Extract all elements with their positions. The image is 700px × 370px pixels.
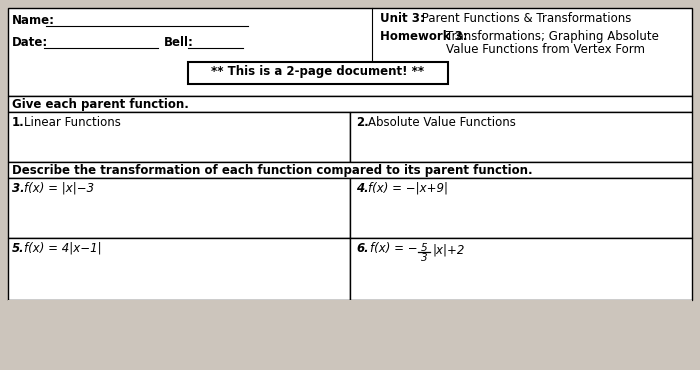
Text: 4.: 4. (356, 182, 369, 195)
Bar (8, 300, 692, 362)
Text: Parent Functions & Transformations: Parent Functions & Transformations (418, 12, 631, 25)
Bar (188, 62, 448, 84)
Bar (350, 178, 692, 238)
Text: Value Functions from Vertex Form: Value Functions from Vertex Form (446, 43, 645, 56)
Bar (8, 8, 692, 96)
Bar (8, 162, 692, 178)
Bar (8, 112, 350, 162)
Text: 3: 3 (421, 253, 427, 263)
Text: |x|+2: |x|+2 (433, 244, 466, 257)
Text: f(x) = |x|−3: f(x) = |x|−3 (24, 182, 94, 195)
Text: Give each parent function.: Give each parent function. (12, 98, 189, 111)
Bar (350, 238, 692, 300)
Text: 5.: 5. (12, 242, 24, 255)
Text: Date:: Date: (12, 36, 48, 49)
Text: Transformations; Graphing Absolute: Transformations; Graphing Absolute (446, 30, 659, 43)
Text: 3.: 3. (12, 182, 24, 195)
Text: Homework 3:: Homework 3: (380, 30, 468, 43)
Bar (8, 96, 692, 112)
Text: f(x) = 4|x−1|: f(x) = 4|x−1| (24, 242, 101, 255)
Text: Name:: Name: (12, 14, 55, 27)
Text: 5: 5 (421, 243, 427, 253)
Bar (8, 178, 350, 238)
Text: Absolute Value Functions: Absolute Value Functions (368, 116, 516, 129)
Bar (350, 112, 692, 162)
Text: Linear Functions: Linear Functions (24, 116, 121, 129)
Text: 6.: 6. (356, 242, 369, 255)
Text: Bell:: Bell: (164, 36, 194, 49)
Bar (8, 238, 350, 300)
Text: 2.: 2. (356, 116, 369, 129)
Text: Describe the transformation of each function compared to its parent function.: Describe the transformation of each func… (12, 164, 533, 177)
Text: Unit 3:: Unit 3: (380, 12, 425, 25)
Text: f(x) = −|x+9|: f(x) = −|x+9| (368, 182, 448, 195)
Text: 1.: 1. (12, 116, 24, 129)
Text: f(x) = −: f(x) = − (370, 242, 418, 255)
Text: ** This is a 2-page document! **: ** This is a 2-page document! ** (211, 65, 425, 78)
